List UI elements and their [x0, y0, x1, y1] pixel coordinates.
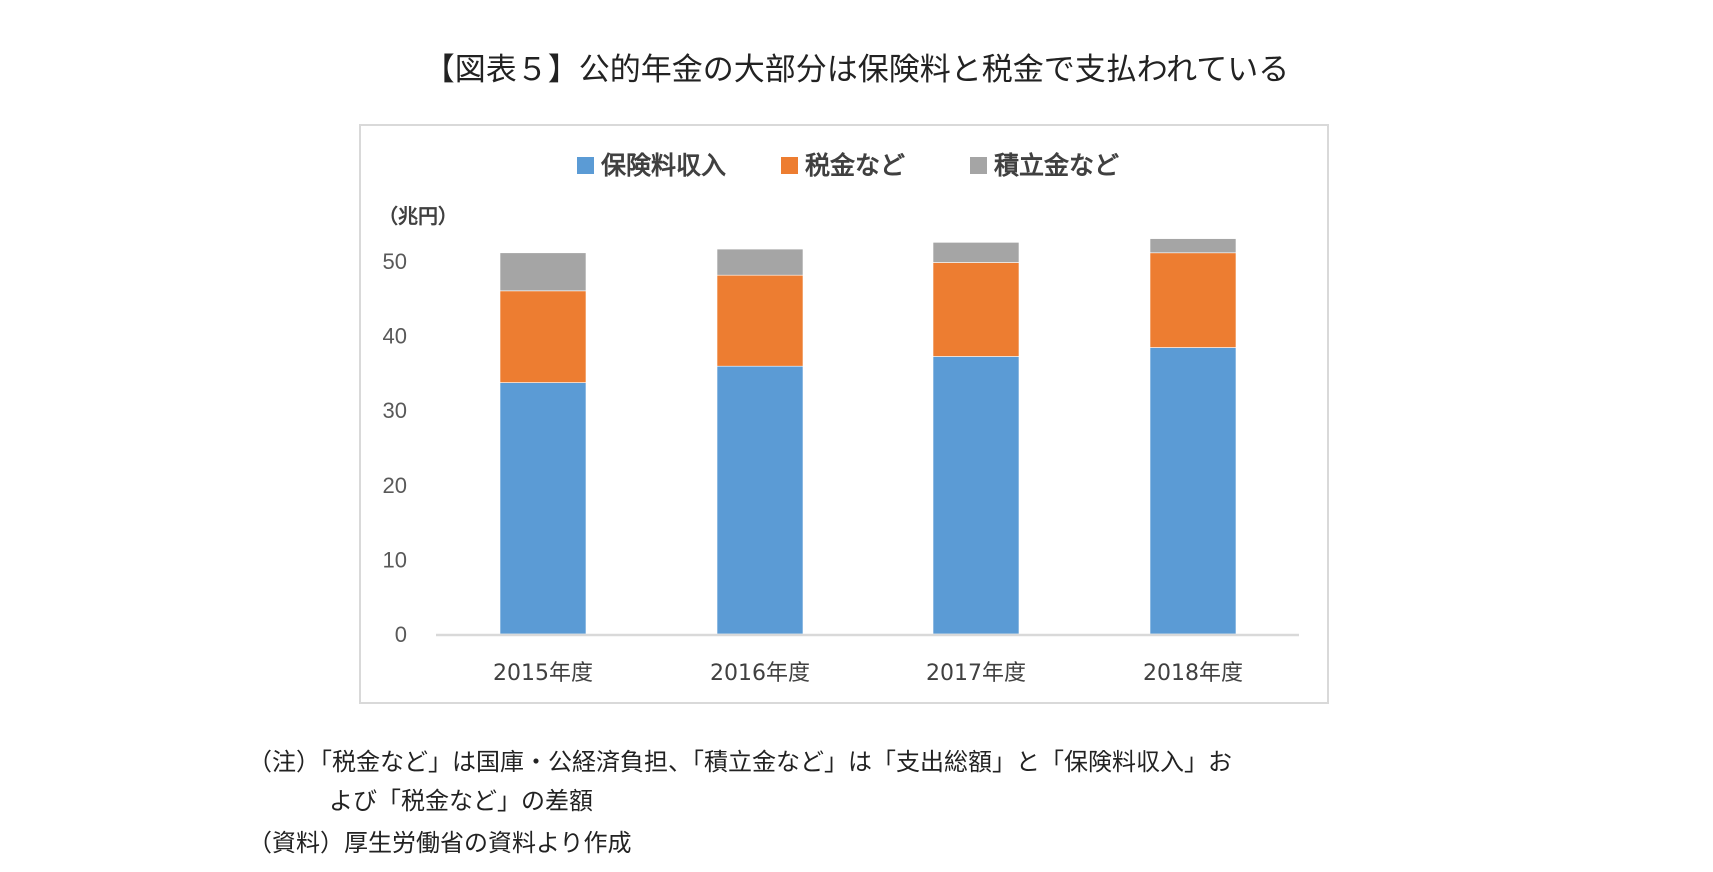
note-line-1: （注）「税金など」は国庫・公経済負担、「積立金など」は「支出総額」と「保険料収入…	[248, 748, 1232, 776]
bar-segment	[932, 262, 1020, 357]
figure-title: 【図表５】公的年金の大部分は保険料と税金で支払われている	[423, 52, 1290, 88]
source-note: （資料）厚生労働省の資料より作成	[248, 829, 632, 857]
note-line-2: よび「税金など」の差額	[329, 787, 593, 815]
bar-segment	[1149, 238, 1237, 254]
bar-segment	[716, 274, 804, 367]
y-tick-label: 10	[383, 547, 407, 572]
bar-segment	[499, 290, 587, 383]
bar-segment	[932, 242, 1020, 263]
bar-segment	[499, 252, 587, 292]
legend-label: 保険料収入	[600, 151, 726, 180]
bar-segment	[499, 382, 587, 635]
x-tick-label: 2015年度	[493, 661, 593, 686]
y-tick-label: 40	[383, 324, 407, 349]
bar-segment	[716, 365, 804, 635]
legend-label: 税金など	[805, 151, 905, 180]
y-tick-label: 30	[383, 398, 407, 423]
x-tick-label: 2017年度	[926, 661, 1026, 686]
bar-segment	[1149, 252, 1237, 348]
y-axis-unit: （兆円）	[378, 204, 458, 228]
y-tick-label: 0	[395, 622, 407, 647]
legend-swatch	[781, 157, 798, 174]
legend-swatch	[970, 157, 987, 174]
y-tick-label: 50	[383, 249, 407, 274]
x-tick-label: 2018年度	[1143, 661, 1243, 686]
legend-label: 積立金など	[994, 151, 1119, 180]
bar-segment	[716, 248, 804, 276]
bar-segment	[1149, 347, 1237, 635]
x-tick-label: 2016年度	[710, 661, 810, 686]
bar-segment	[932, 356, 1020, 635]
legend-swatch	[577, 157, 594, 174]
y-tick-label: 20	[383, 473, 407, 498]
chart-frame	[359, 124, 1329, 704]
